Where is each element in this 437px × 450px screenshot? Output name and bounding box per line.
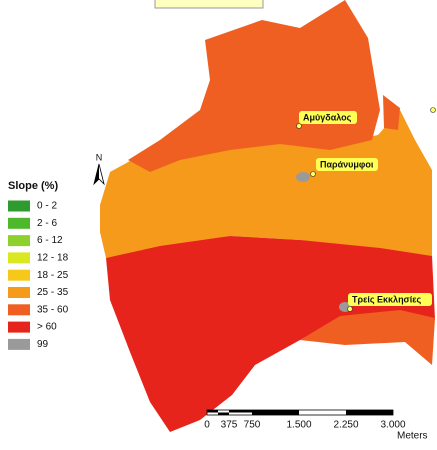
place-marker	[310, 171, 316, 177]
legend-label: 25 - 35	[37, 287, 69, 298]
title-box	[154, 0, 264, 9]
scale-label: 750	[244, 420, 261, 431]
slope-zone	[296, 172, 310, 182]
legend-swatch	[8, 252, 30, 264]
place-label-bg	[299, 111, 357, 124]
legend-label: 12 - 18	[37, 253, 69, 264]
legend-swatch	[8, 269, 30, 281]
place-marker	[347, 306, 353, 312]
legend-swatch	[8, 200, 30, 212]
legend-swatch	[8, 321, 30, 333]
scale-label: 1.500	[286, 420, 311, 431]
legend-label: 18 - 25	[37, 270, 69, 281]
scale-label: 375	[221, 420, 238, 431]
place-marker	[430, 107, 436, 113]
slope-zone	[383, 95, 400, 130]
place-label-bg	[316, 158, 378, 171]
legend-swatch	[8, 338, 30, 350]
scale-label: 2.250	[333, 420, 358, 431]
legend-label: 6 - 12	[37, 235, 63, 246]
slope-zone	[300, 310, 435, 365]
legend-swatch	[8, 235, 30, 247]
scale-bar-segment	[229, 410, 252, 413]
north-label: N	[96, 152, 103, 162]
scale-label: 3.000	[380, 420, 405, 431]
slope-zone	[128, 0, 380, 172]
legend-swatch	[8, 304, 30, 316]
place-label-bg	[348, 293, 432, 306]
scale-bar-segment	[346, 410, 393, 415]
place-label: Τρείς Εκκλησίες	[352, 294, 421, 304]
legend-label: > 60	[37, 322, 57, 333]
scale-bar-segment	[207, 410, 218, 413]
legend-title: Slope (%)	[8, 180, 58, 192]
legend-swatch	[8, 287, 30, 298]
scale-label: 0	[204, 420, 210, 431]
place-label: Αμύγδαλος	[303, 112, 352, 122]
north-arrow	[94, 164, 99, 184]
place-label: Παράνυμφοι	[320, 159, 374, 169]
legend-swatch	[8, 217, 30, 229]
legend-label: 0 - 2	[37, 201, 57, 212]
legend-label: 35 - 60	[37, 304, 69, 315]
place-marker	[296, 123, 302, 129]
slope-zone	[106, 236, 435, 432]
scale-bar-segment	[252, 410, 299, 415]
scale-unit: Meters	[397, 431, 428, 442]
scale-bar-segment	[218, 412, 229, 415]
legend-label: 2 - 6	[37, 218, 57, 229]
legend-label: 99	[37, 339, 49, 350]
legend: 0 - 2 2 - 6 6 - 12 12 - 18 18 - 25 25 - 35 35 …	[8, 200, 69, 350]
